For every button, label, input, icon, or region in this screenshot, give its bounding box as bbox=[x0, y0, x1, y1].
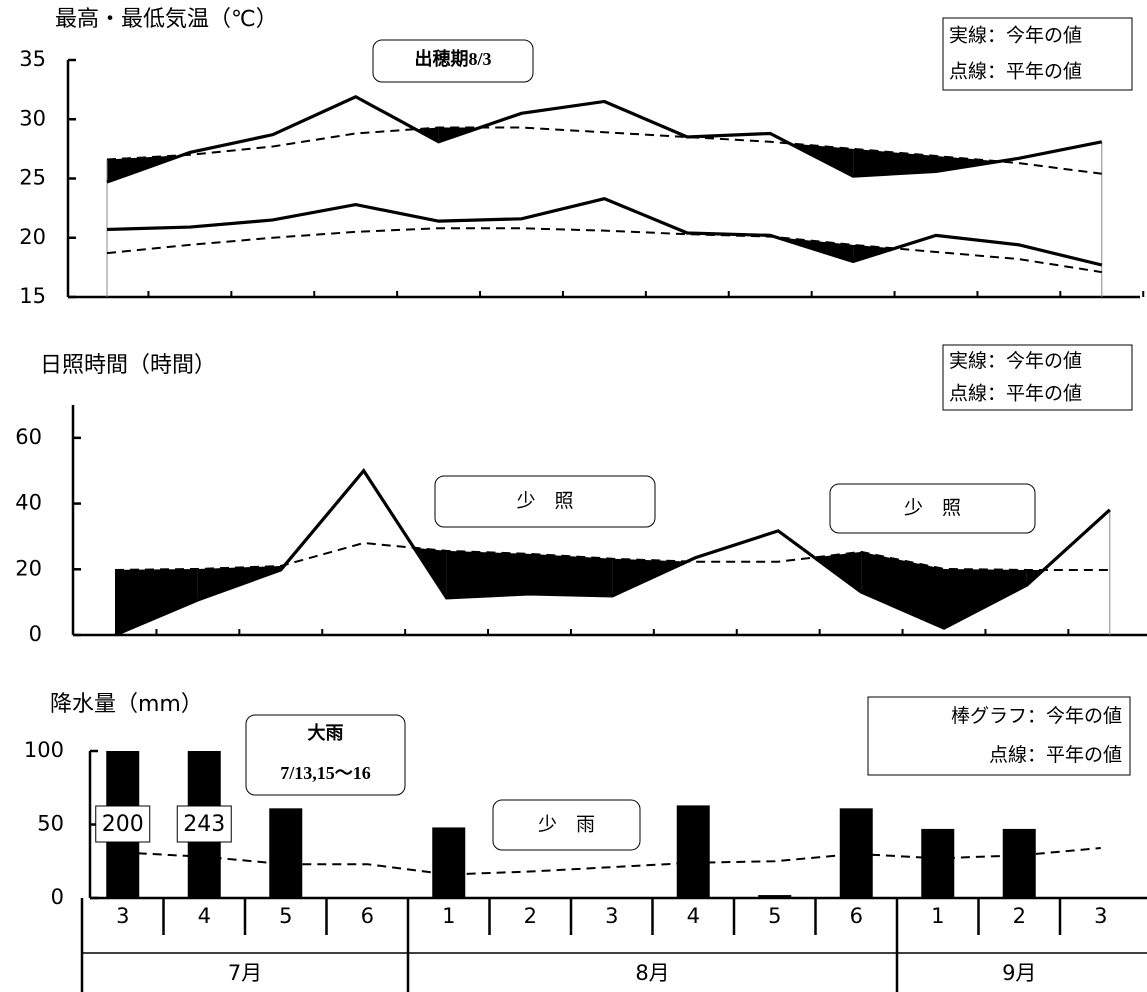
annotation-text: 7/13,15〜16 bbox=[280, 763, 371, 783]
x-tick-label: 2 bbox=[524, 904, 537, 928]
y-tick-label: 0 bbox=[51, 885, 64, 909]
annotation-text: 大雨 bbox=[308, 722, 344, 743]
x-tick-label: 1 bbox=[931, 904, 944, 928]
value-label: 243 bbox=[183, 812, 225, 837]
y-tick-label: 40 bbox=[15, 491, 42, 515]
series-line bbox=[114, 468, 1111, 637]
x-tick-label: 6 bbox=[361, 904, 374, 928]
group-label: 8月 bbox=[635, 961, 669, 985]
x-tick-label: 2 bbox=[1013, 904, 1026, 928]
series-line bbox=[122, 847, 1101, 876]
series-line bbox=[106, 196, 1103, 267]
annotation-box bbox=[492, 799, 641, 851]
bar bbox=[758, 895, 792, 898]
y-tick-label: 35 bbox=[19, 47, 46, 71]
bar bbox=[676, 805, 710, 898]
x-tick-label: 5 bbox=[768, 904, 781, 928]
chart-title: 最高・最低気温（℃） bbox=[55, 7, 278, 32]
x-tick-label: 3 bbox=[116, 904, 129, 928]
annotation-text: 少 照 bbox=[516, 490, 573, 512]
value-label: 200 bbox=[102, 812, 144, 837]
x-tick-label: 6 bbox=[850, 904, 863, 928]
legend-entry: 点線：平年の値 bbox=[949, 382, 1082, 404]
legend-entry: 点線：平年の値 bbox=[989, 744, 1122, 766]
x-tick-label: 3 bbox=[1094, 904, 1107, 928]
series-line bbox=[106, 227, 1102, 274]
series-line bbox=[114, 541, 1110, 571]
x-tick-label: 1 bbox=[442, 904, 455, 928]
bar bbox=[432, 827, 466, 898]
legend-entry: 実線：今年の値 bbox=[949, 25, 1082, 47]
deficit-fill bbox=[861, 551, 944, 629]
bar bbox=[921, 828, 955, 898]
y-tick-label: 30 bbox=[19, 106, 46, 130]
deficit-fill bbox=[944, 568, 1027, 629]
deficit-fill bbox=[115, 568, 198, 635]
chart-title: 日照時間（時間） bbox=[40, 353, 216, 378]
y-tick-label: 60 bbox=[15, 425, 42, 449]
chart-title: 降水量（mm） bbox=[50, 692, 203, 717]
annotation-box bbox=[829, 483, 1036, 534]
y-tick-label: 100 bbox=[24, 738, 64, 762]
value-label-box bbox=[176, 805, 232, 843]
x-tick-label: 4 bbox=[198, 904, 211, 928]
group-label: 9月 bbox=[1002, 961, 1036, 985]
series-line bbox=[106, 126, 1102, 175]
annotation-box bbox=[372, 39, 534, 83]
legend-entry: 点線：平年の値 bbox=[949, 61, 1082, 83]
value-label-box bbox=[95, 805, 151, 843]
legend-entry: 棒グラフ：今年の値 bbox=[951, 705, 1122, 727]
annotation-text: 少 照 bbox=[904, 497, 961, 519]
y-tick-label: 25 bbox=[19, 166, 46, 190]
annotation-box bbox=[434, 475, 656, 528]
deficit-fill bbox=[446, 550, 530, 598]
x-tick-label: 3 bbox=[605, 904, 618, 928]
legend-box bbox=[867, 696, 1131, 776]
x-tick-label: 5 bbox=[279, 904, 292, 928]
y-tick-label: 0 bbox=[29, 622, 42, 646]
annotation-text: 出穂期8/3 bbox=[414, 48, 491, 69]
bar bbox=[269, 808, 303, 898]
legend-box bbox=[942, 344, 1133, 411]
y-tick-label: 50 bbox=[37, 812, 64, 836]
deficit-fill bbox=[529, 553, 613, 596]
deficit-fill bbox=[853, 148, 936, 177]
x-tick-label: 4 bbox=[687, 904, 700, 928]
group-label: 7月 bbox=[228, 961, 262, 985]
annotation-text: 少 雨 bbox=[538, 814, 595, 836]
series-line bbox=[106, 94, 1103, 184]
y-tick-label: 15 bbox=[19, 284, 46, 308]
legend-entry: 実線：今年の値 bbox=[949, 350, 1082, 372]
y-tick-label: 20 bbox=[15, 556, 42, 580]
y-tick-label: 20 bbox=[19, 225, 46, 249]
bar bbox=[1002, 828, 1036, 898]
annotation-box bbox=[245, 714, 406, 796]
legend-box bbox=[942, 17, 1133, 91]
